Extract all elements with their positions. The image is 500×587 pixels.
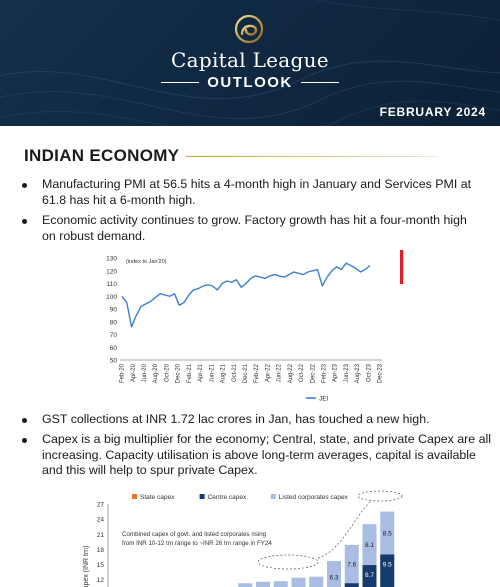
x-tick-label: Dec-23 [378,363,384,383]
legend-swatch [132,494,137,499]
x-tick-label: Apr-20 [131,363,137,382]
bar-value-label: 6.3 [329,574,338,581]
divider [161,82,200,83]
y-tick-label: 21 [97,532,105,539]
bar-listed-capex [273,581,288,587]
x-tick-label: Oct-22 [299,363,305,382]
bar-centre-capex [380,554,395,587]
legend-label-jei: JEI [319,396,329,403]
x-tick-label: Jun-22 [277,363,283,382]
brand-name: Capital League [171,48,329,72]
x-tick-label: Apr-23 [333,363,339,382]
x-tick-label: Dec-20 [176,363,182,383]
bar-listed-capex [327,561,341,587]
y-tick-label: 80 [110,319,118,326]
x-tick-label: Aug-23 [355,363,361,383]
y-axis-label: Capex (INR trn) [83,545,90,587]
x-tick-label: Feb-22 [254,363,260,383]
bar-value-label: 8.7 [365,572,374,579]
y-tick-label: 110 [107,281,118,288]
bullet-text: Capex is a big multiplier for the econom… [42,432,492,477]
y-tick-label: 12 [97,577,105,584]
bullet-dot-icon [22,219,27,224]
x-tick-label: Aug-21 [221,363,227,383]
legend-swatch [270,494,276,499]
y-tick-label: 100 [106,294,117,301]
bullet-dot-icon [22,418,27,423]
y-tick-label: 18 [97,547,105,554]
bullet-dot-icon [22,438,27,443]
issue-date: FEBRUARY 2024 [379,105,486,119]
y-tick-label: 15 [97,562,105,569]
outlook-subtitle: OUTLOOK [207,74,293,91]
x-tick-label: Dec-21 [243,363,249,383]
bar-centre-capex [362,565,377,587]
bar-listed-capex [291,577,306,587]
legend-label: Listed corporates capex [279,494,349,501]
legend-label: State capex [140,494,175,501]
section-rule [186,156,438,157]
x-tick-label: Oct-23 [366,363,372,382]
x-tick-label: Apr-21 [198,363,204,382]
x-tick-label: Aug-20 [153,363,159,383]
x-tick-label: Jun-21 [209,363,215,382]
y-tick-label: 24 [97,517,105,524]
bullet-item: Manufacturing PMI at 56.5 hits a 4-month… [22,177,492,211]
x-tick-label: Oct-21 [232,363,238,382]
y-tick-label: 90 [110,307,118,314]
x-tick-label: Jun-23 [344,363,350,382]
bullet-item: Capex is a big multiplier for the econom… [22,432,492,482]
y-tick-label: 130 [106,256,117,263]
bar-value-label: 9.5 [383,561,392,568]
legend-swatch [199,494,205,499]
divider [300,82,339,83]
bullet-item: Economic activity continues to grow. Fac… [22,213,492,247]
x-tick-label: Feb-20 [120,363,126,383]
y-tick-label: 27 [97,502,105,509]
legend-label: Centre capex [208,494,247,501]
bar-centre-capex [344,583,359,587]
chart-annotation-line: from INR 10-12 trn range to ~INR 26 trn … [122,540,272,547]
bullet-item: GST collections at INR 1.72 lac crores i… [22,412,492,430]
bullet-text: GST collections at INR 1.72 lac crores i… [42,412,430,426]
x-tick-label: Oct-20 [164,363,170,382]
x-tick-label: Feb-21 [187,363,193,383]
highlight-ellipse [357,490,403,502]
bullet-dot-icon [22,183,27,188]
bar-listed-capex [309,576,324,587]
x-tick-label: Feb-23 [321,363,327,383]
bar-listed-capex [238,583,253,587]
y-tick-label: 60 [110,345,118,352]
chart-annotation: (index to Jan'20) [126,259,167,265]
report-header: Capital League OUTLOOK FEBRUARY 2024 [0,0,500,126]
x-tick-label: Apr-22 [265,363,271,382]
section-title: INDIAN ECONOMY [24,146,180,165]
bar-value-label: 8.1 [365,542,374,549]
bar-value-label: 7.6 [347,562,356,569]
highlight-ellipse [257,554,319,570]
jei-line-chart: 50 60 70 80 90 100 110 120 130 Feb-20 Apr-20 Jun-20… [106,250,404,403]
highlight-arrow [317,501,371,559]
y-tick-label: 70 [110,332,118,339]
x-tick-label: Dec-22 [310,363,316,383]
y-tick-label: 120 [106,268,117,275]
x-tick-label: Jun-20 [142,363,148,382]
header-wave-decoration [0,0,500,126]
outlook-row: OUTLOOK [0,74,500,91]
red-marker [400,250,404,284]
bullet-text: Manufacturing PMI at 56.5 hits a 4-month… [42,177,472,207]
bullet-text: Economic activity continues to grow. Fac… [42,213,467,243]
bar-listed-capex [344,544,359,587]
y-tick-label: 50 [110,358,118,365]
capital-league-logo-icon [234,14,264,44]
chart-annotation-line: Combined capex of govt. and listed corpo… [122,531,267,538]
series-line-jei [121,262,371,328]
bar-listed-capex [256,581,270,587]
capex-bar-chart: State capex Centre capex Listed corporates… [83,490,403,587]
bar-value-label: 8.5 [383,531,392,538]
x-tick-label: Aug-22 [288,363,294,383]
